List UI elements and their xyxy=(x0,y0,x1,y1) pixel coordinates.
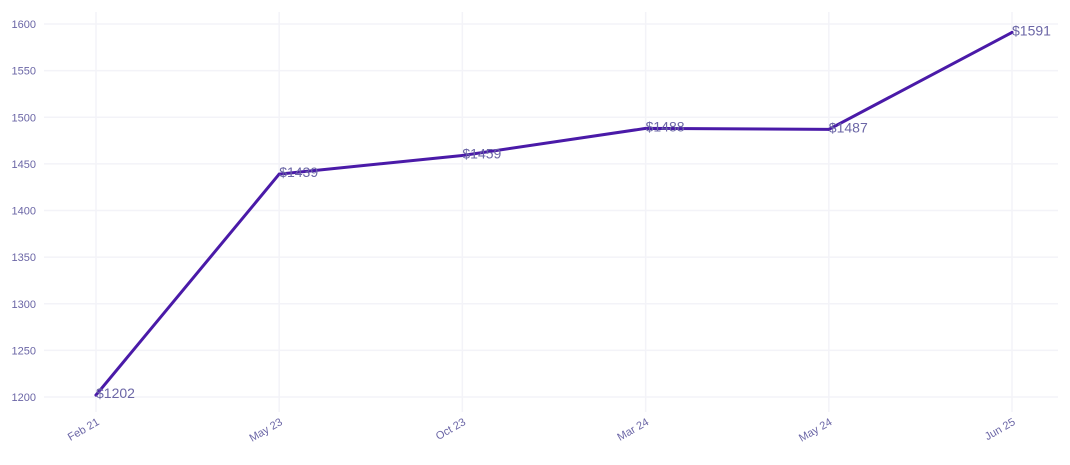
x-tick-label: May 24 xyxy=(797,416,834,444)
grid xyxy=(44,12,1058,412)
data-point xyxy=(644,126,648,130)
x-tick-label: Feb 21 xyxy=(66,416,102,444)
y-tick-label: 1400 xyxy=(12,206,36,218)
y-tick-label: 1600 xyxy=(12,19,36,31)
data-point xyxy=(94,393,98,397)
x-axis: Feb 21 May 23 Oct 23 Mar 24 May 24 Jun 25 xyxy=(66,416,1018,444)
y-tick-label: 1550 xyxy=(12,66,36,78)
data-label: $1591 xyxy=(1012,22,1051,38)
data-label: $1459 xyxy=(462,145,501,161)
y-tick-label: 1300 xyxy=(12,299,36,311)
y-axis: 1200 1250 1300 1350 1400 1450 1500 1550 1600 xyxy=(12,19,36,404)
y-tick-label: 1450 xyxy=(12,159,36,171)
y-tick-label: 1500 xyxy=(12,112,36,124)
series-layer xyxy=(94,30,1014,397)
x-tick-label: Jun 25 xyxy=(983,416,1018,443)
x-tick-label: Mar 24 xyxy=(615,416,651,444)
data-label: $1487 xyxy=(829,119,868,135)
data-point xyxy=(277,172,281,176)
y-tick-label: 1350 xyxy=(12,252,36,264)
y-tick-label: 1200 xyxy=(12,392,36,404)
data-labels: $1202 $1439 $1459 $1488 $1487 $1591 xyxy=(96,22,1051,401)
x-tick-label: Oct 23 xyxy=(434,416,468,443)
data-label: $1439 xyxy=(279,164,318,180)
data-label: $1488 xyxy=(646,118,685,134)
x-tick-label: May 23 xyxy=(247,416,284,444)
y-tick-label: 1250 xyxy=(12,345,36,357)
data-point xyxy=(827,127,831,131)
series-line xyxy=(94,30,1014,397)
data-point xyxy=(1010,30,1014,34)
data-point xyxy=(460,153,464,157)
data-label: $1202 xyxy=(96,385,135,401)
